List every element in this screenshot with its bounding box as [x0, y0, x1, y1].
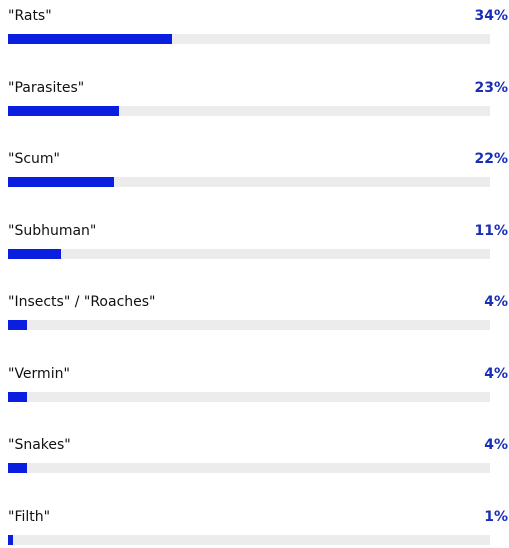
value-label: 4%: [484, 437, 508, 453]
bar-row: "Snakes" 4%: [8, 436, 508, 476]
bar: [8, 534, 13, 545]
bar-track: [8, 320, 490, 330]
category-label: "Filth": [8, 508, 51, 525]
value-label: 4%: [484, 365, 508, 382]
category-label: "Snakes": [8, 437, 71, 453]
bar-row: "Subhuman" 11%: [8, 222, 508, 262]
bar: [8, 463, 28, 473]
bar-track: [8, 105, 490, 116]
category-label: "Subhuman": [8, 222, 97, 239]
bar-row: "Vermin" 4%: [8, 365, 508, 405]
category-label: "Scum": [8, 151, 60, 167]
bar-track: [8, 534, 490, 545]
bar: [8, 34, 172, 44]
bar-row: "Parasites" 23%: [8, 79, 508, 119]
bar-track: [8, 463, 490, 473]
value-label: 4%: [484, 294, 508, 310]
bar-row: "Filth" 1%: [8, 508, 508, 548]
category-label: "Parasites": [8, 79, 85, 96]
value-label: 34%: [474, 8, 508, 24]
bar: [8, 105, 119, 116]
bar-row: "Rats" 34%: [8, 7, 508, 47]
bar-track: [8, 248, 490, 259]
category-label: "Insects" / "Roaches": [8, 294, 156, 310]
bar: [8, 177, 115, 187]
bar-row: "Insects" / "Roaches" 4%: [8, 293, 508, 333]
category-label: "Rats": [8, 8, 52, 24]
bar: [8, 320, 28, 330]
bar-track: [8, 177, 490, 187]
bar-track: [8, 391, 490, 402]
value-label: 1%: [484, 508, 508, 525]
value-label: 23%: [474, 79, 508, 96]
bar-chart: "Rats" 34% "Parasites" 23% "Scum" 22% "Subhuma…: [8, 7, 508, 545]
value-label: 11%: [474, 222, 508, 239]
category-label: "Vermin": [8, 365, 70, 382]
bar: [8, 391, 28, 402]
bar: [8, 248, 62, 259]
bar-track: [8, 34, 490, 44]
value-label: 22%: [474, 151, 508, 167]
bar-row: "Scum" 22%: [8, 150, 508, 190]
